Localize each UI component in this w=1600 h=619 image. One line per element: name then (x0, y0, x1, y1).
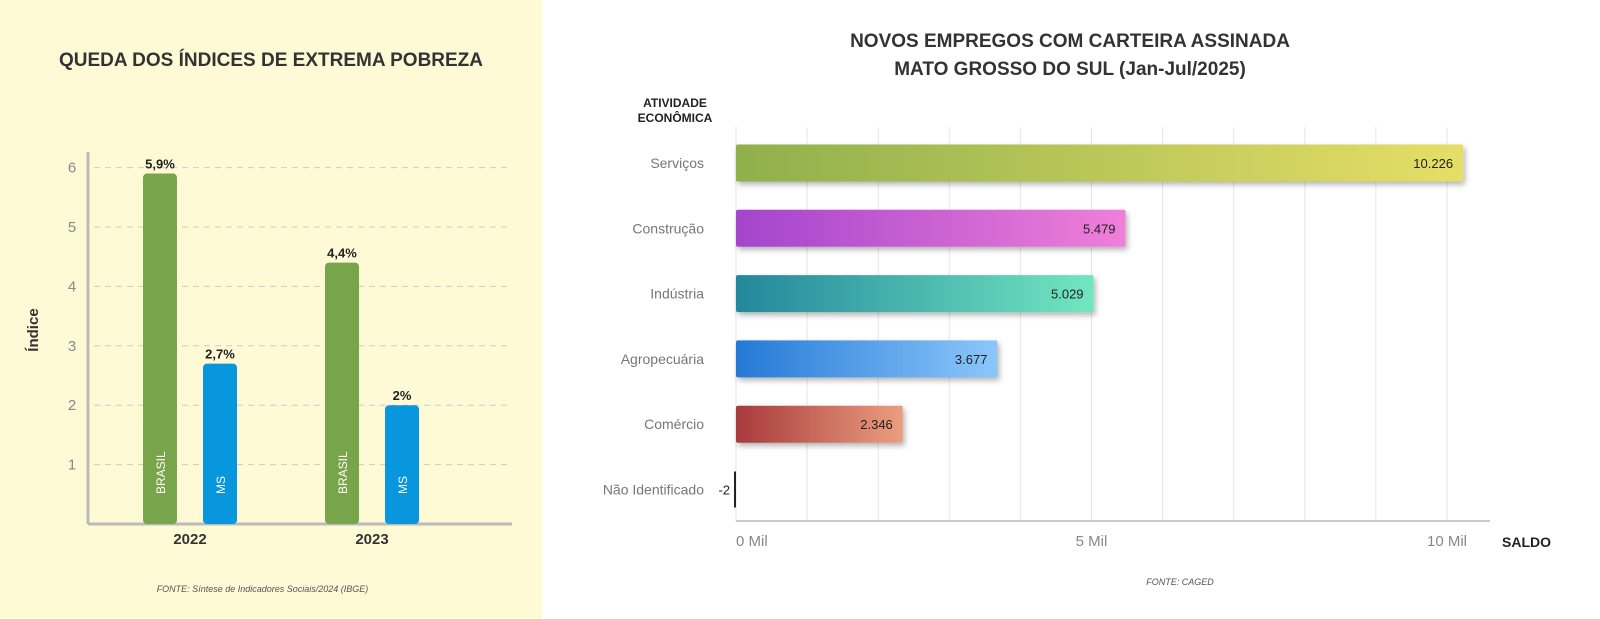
poverty-chart: 1 2 3 4 5 6 Índice 2022 5,9% BRASIL 2,7% MS 2023 4,4%… (25, 152, 512, 548)
bar-ms (385, 405, 419, 524)
chart-title: QUEDA DOS ÍNDICES DE EXTREMA POBREZA (58, 50, 484, 71)
data-label: 2,7% (205, 347, 235, 362)
bar-series-label: MS (396, 476, 410, 494)
chart-subtitle: MATO GROSSO DO SUL (Jan-Jul/2025) (894, 59, 1246, 80)
chart-title: NOVOS EMPREGOS COM CARTEIRA ASSINADA MAT… (740, 28, 1400, 84)
bar-brasil (143, 173, 177, 525)
x-tick-label: 2023 (355, 531, 388, 548)
y-axis-label: Índice (25, 308, 42, 351)
category-label: Comércio (644, 416, 704, 432)
category-label: Serviços (650, 155, 704, 171)
chart-source: FONTE: Síntese de Indicadores Sociais/20… (156, 584, 369, 594)
category-label: Agropecuária (621, 351, 704, 367)
bar (736, 275, 1094, 313)
y-tick-label: 4 (68, 278, 76, 295)
data-label: 3.677 (955, 352, 988, 367)
x-tick-label: 5 Mil (1076, 533, 1108, 550)
x-tick-label: 0 Mil (736, 533, 768, 550)
category-label: Indústria (650, 286, 704, 302)
y-axis-title-line: ECONÔMICA (637, 111, 713, 125)
chart-title-line: NOVOS EMPREGOS COM CARTEIRA ASSINADA (850, 31, 1290, 52)
data-label: 5,9% (145, 157, 175, 172)
x-tick-label: 10 Mil (1427, 533, 1467, 550)
bar (736, 209, 1126, 247)
x-axis-label: SALDO (1502, 534, 1551, 550)
x-tick-label: 2022 (173, 531, 206, 548)
bar-series-label: MS (214, 476, 228, 494)
bar-brasil (325, 262, 359, 524)
y-tick-label: 2 (68, 397, 76, 414)
bar-series-label: BRASIL (336, 451, 350, 494)
poverty-chart-panel: QUEDA DOS ÍNDICES DE EXTREMA POBREZA 1 2 3… (0, 0, 542, 619)
y-axis-title-line: ATIVIDADE (643, 96, 707, 110)
bar-series-label: BRASIL (154, 451, 168, 494)
y-tick-label: 1 (68, 457, 76, 474)
y-tick-label: 3 (68, 338, 76, 355)
data-label: -2 (718, 483, 730, 498)
bar (736, 340, 998, 378)
category-label: Não Identificado (603, 482, 704, 498)
data-label: 5.479 (1083, 221, 1116, 236)
category-label: Construção (632, 220, 704, 236)
data-label: 4,4% (327, 246, 357, 261)
y-axis-title: ATIVIDADE ECONÔMICA (620, 96, 730, 126)
data-label: 2% (393, 388, 412, 403)
bar (736, 144, 1464, 182)
chart-source: FONTE: CAGED (1146, 577, 1214, 587)
y-tick-label: 6 (68, 160, 76, 177)
data-label: 5.029 (1051, 287, 1084, 302)
bar (736, 405, 903, 443)
bar-ms (203, 363, 237, 524)
data-label: 10.226 (1413, 156, 1453, 171)
y-tick-label: 5 (68, 219, 76, 236)
data-label: 2.346 (860, 417, 893, 432)
